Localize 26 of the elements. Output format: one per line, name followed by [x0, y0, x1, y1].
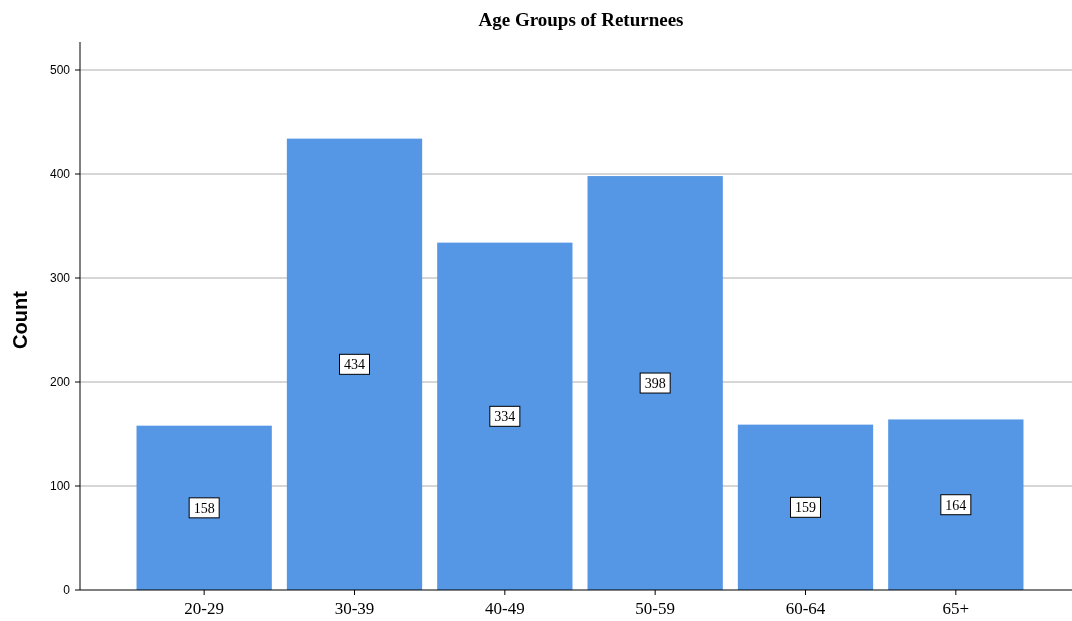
y-tick-label: 0	[63, 583, 71, 597]
data-label: 158	[193, 500, 215, 516]
data-label: 334	[494, 409, 516, 425]
bar	[888, 419, 1024, 590]
x-tick-label: 65+	[942, 599, 970, 618]
y-tick-label: 200	[49, 375, 71, 389]
data-label: 434	[344, 357, 365, 373]
y-tick-label: 500	[49, 63, 71, 77]
bar	[587, 176, 723, 590]
bar	[136, 425, 272, 590]
y-tick-label: 400	[49, 167, 71, 181]
data-label: 164	[945, 497, 967, 513]
data-label: 159	[795, 500, 816, 516]
chart-title: Age Groups of Returnees	[478, 9, 684, 30]
y-tick-label: 300	[49, 271, 71, 285]
y-axis-title: Count	[9, 290, 31, 349]
data-label: 398	[644, 376, 666, 392]
y-tick-label: 100	[49, 479, 71, 493]
x-tick-label: 30-39	[334, 599, 375, 618]
bar	[737, 424, 874, 590]
bar	[437, 242, 573, 590]
x-tick-label: 20-29	[184, 599, 224, 618]
bar	[286, 138, 423, 590]
x-tick-label: 40-49	[485, 599, 525, 618]
x-tick-label: 60-64	[785, 599, 826, 618]
x-tick-label: 50-59	[635, 599, 675, 618]
